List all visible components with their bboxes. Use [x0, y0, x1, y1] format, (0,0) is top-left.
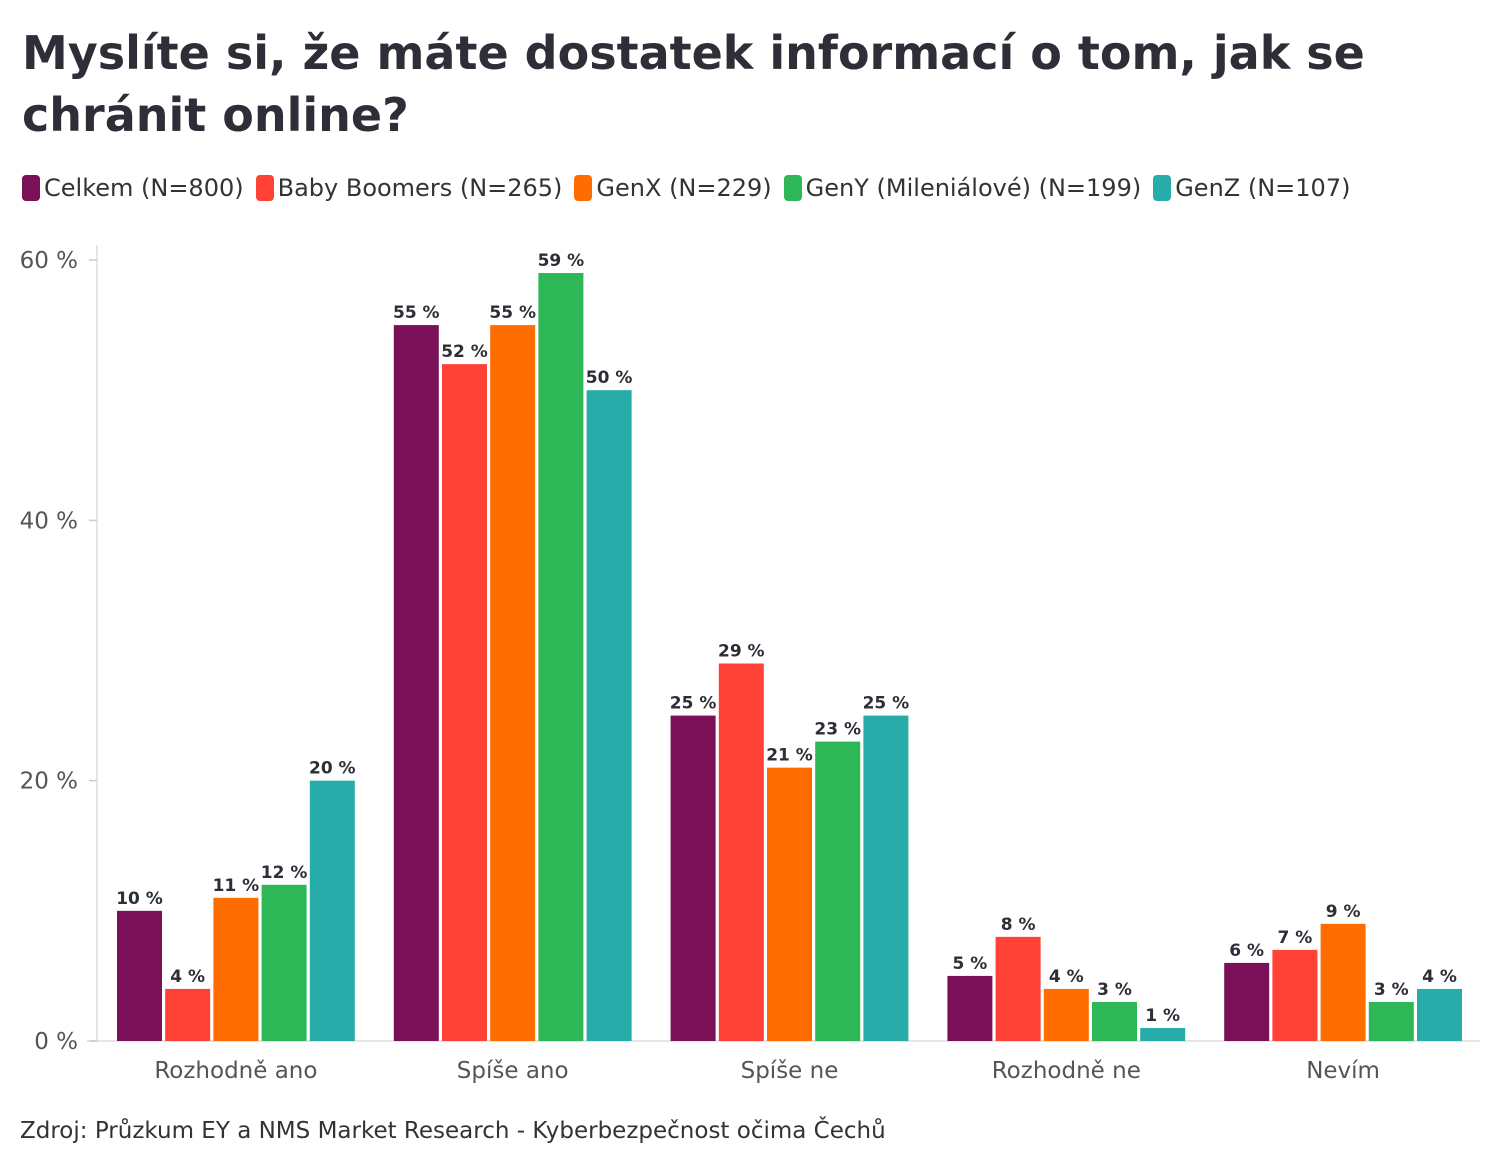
data-label: 25 % — [670, 694, 717, 714]
legend-label: GenY (Mileniálové) (N=199) — [805, 174, 1142, 202]
x-tick-label: Spíše ano — [457, 1058, 569, 1084]
bar — [309, 780, 355, 1041]
data-label: 9 % — [1326, 902, 1361, 922]
bar — [1368, 1001, 1414, 1041]
y-tick-label: 60 % — [20, 248, 78, 274]
data-label: 6 % — [1229, 941, 1264, 961]
data-label: 7 % — [1278, 928, 1313, 948]
data-label: 10 % — [116, 889, 163, 909]
data-label: 21 % — [766, 746, 813, 766]
data-label: 55 % — [393, 303, 440, 323]
bar — [538, 273, 584, 1041]
bar — [718, 663, 764, 1041]
chart-title: Myslíte si, že máte dostatek informací o… — [22, 26, 1365, 142]
bar — [165, 988, 211, 1041]
bar — [995, 936, 1041, 1041]
legend-swatch — [255, 175, 274, 201]
bar — [1320, 923, 1366, 1041]
data-label: 3 % — [1097, 980, 1132, 1000]
x-tick-label: Rozhodně ne — [992, 1058, 1141, 1084]
legend-item[interactable]: GenY (Mileniálové) (N=199) — [783, 174, 1142, 202]
bar — [670, 715, 716, 1041]
data-label: 3 % — [1374, 980, 1409, 1000]
data-label: 52 % — [441, 342, 488, 362]
bar — [213, 897, 259, 1041]
legend-item[interactable]: GenX (N=229) — [574, 174, 772, 202]
legend-label: GenX (N=229) — [596, 174, 772, 202]
data-label: 11 % — [213, 876, 260, 896]
source-note: Zdroj: Průzkum EY a NMS Market Research … — [20, 1118, 886, 1144]
bar — [117, 910, 162, 1041]
legend-item[interactable]: Celkem (N=800) — [22, 174, 244, 202]
bar — [586, 390, 632, 1042]
legend-swatch — [22, 175, 40, 201]
legend-item[interactable]: GenZ (N=107) — [1153, 174, 1350, 202]
data-label: 12 % — [261, 863, 308, 883]
data-label: 55 % — [489, 303, 536, 323]
data-label: 8 % — [1001, 915, 1036, 935]
data-label: 4 % — [1422, 967, 1457, 987]
y-tick-label: 0 % — [34, 1029, 78, 1055]
y-tick-label: 20 % — [20, 769, 78, 795]
legend-label: Baby Boomers (N=265) — [277, 174, 563, 202]
legend-label: Celkem (N=800) — [44, 174, 244, 202]
bar — [767, 767, 812, 1041]
data-label: 23 % — [814, 720, 861, 740]
bar — [1272, 949, 1318, 1041]
bar — [947, 975, 993, 1041]
legend-swatch — [574, 175, 593, 201]
data-label: 50 % — [586, 368, 633, 388]
bar — [1140, 1027, 1186, 1041]
bar — [261, 884, 307, 1041]
legend-item[interactable]: Baby Boomers (N=265) — [255, 174, 563, 202]
bar — [815, 741, 861, 1041]
data-label: 25 % — [863, 694, 910, 714]
data-label: 4 % — [170, 967, 205, 987]
legend-swatch — [783, 175, 802, 201]
bar — [863, 715, 909, 1041]
x-tick-label: Nevím — [1306, 1058, 1380, 1084]
bar — [1224, 962, 1270, 1041]
bar — [393, 325, 439, 1041]
data-label: 4 % — [1049, 967, 1084, 987]
x-tick-label: Rozhodně ano — [154, 1058, 317, 1084]
x-tick-label: Spíše ne — [741, 1058, 839, 1084]
data-label: 29 % — [718, 642, 765, 662]
legend-swatch — [1153, 175, 1172, 201]
bar — [1092, 1001, 1137, 1041]
legend: Celkem (N=800) Baby Boomers (N=265) GenX (… — [22, 174, 1350, 202]
bar — [442, 364, 487, 1042]
bar — [490, 325, 536, 1041]
y-tick-label: 40 % — [20, 508, 78, 534]
bar — [1417, 988, 1462, 1041]
data-label: 59 % — [538, 251, 585, 271]
data-label: 1 % — [1145, 1006, 1180, 1026]
data-label: 5 % — [953, 954, 988, 974]
legend-label: GenZ (N=107) — [1175, 174, 1351, 202]
data-label: 20 % — [309, 759, 356, 779]
bar — [1043, 988, 1089, 1041]
